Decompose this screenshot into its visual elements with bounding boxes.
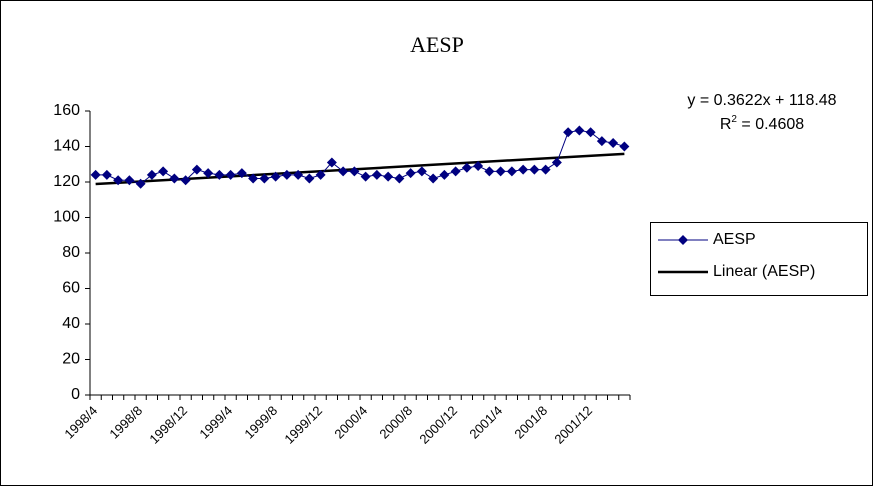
data-marker	[394, 173, 405, 184]
y-tick-label: 80	[62, 244, 80, 261]
legend-box	[650, 222, 868, 296]
data-marker	[214, 169, 225, 180]
data-marker	[146, 169, 157, 180]
y-tick-label: 100	[53, 209, 80, 226]
data-marker	[529, 164, 540, 175]
legend-label: Linear (AESP)	[713, 263, 815, 280]
data-marker	[360, 171, 371, 182]
data-marker	[518, 164, 529, 175]
data-marker	[281, 169, 292, 180]
data-marker	[405, 168, 416, 179]
data-marker	[236, 168, 247, 179]
data-marker	[495, 166, 506, 177]
data-marker	[225, 169, 236, 180]
data-marker	[383, 171, 394, 182]
data-marker	[203, 168, 214, 179]
data-marker	[135, 178, 146, 189]
r2-rest: = 0.4608	[737, 116, 804, 133]
data-marker	[428, 173, 439, 184]
data-marker	[293, 169, 304, 180]
data-marker	[101, 169, 112, 180]
data-marker	[259, 173, 270, 184]
data-marker	[563, 127, 574, 138]
data-marker	[461, 162, 472, 173]
data-marker	[484, 166, 495, 177]
y-tick-label: 20	[62, 351, 80, 368]
data-marker	[596, 136, 607, 147]
data-marker	[473, 161, 484, 172]
data-marker	[506, 166, 517, 177]
data-marker	[416, 166, 427, 177]
data-marker	[315, 169, 326, 180]
y-tick-label: 40	[62, 315, 80, 332]
data-marker	[191, 164, 202, 175]
r2-base: R	[720, 116, 732, 133]
data-marker	[180, 175, 191, 186]
r2-sup: 2	[731, 114, 737, 125]
data-marker	[248, 173, 259, 184]
legend-marker	[678, 235, 688, 245]
y-tick-label: 60	[62, 280, 80, 297]
legend-label: AESP	[713, 231, 756, 248]
data-marker	[439, 169, 450, 180]
data-marker	[90, 169, 101, 180]
trend-equation: y = 0.3622x + 118.48	[687, 92, 836, 109]
data-marker	[158, 166, 169, 177]
data-marker	[551, 157, 562, 168]
data-marker	[124, 175, 135, 186]
data-marker	[270, 171, 281, 182]
data-marker	[540, 164, 551, 175]
data-marker	[608, 137, 619, 148]
y-tick-label: 140	[53, 138, 80, 155]
y-tick-label: 0	[71, 386, 80, 403]
data-marker	[304, 173, 315, 184]
data-marker	[169, 173, 180, 184]
y-tick-label: 160	[53, 102, 80, 119]
data-marker	[113, 175, 124, 186]
y-tick-label: 120	[53, 173, 80, 190]
data-marker	[349, 166, 360, 177]
data-marker	[338, 166, 349, 177]
trend-r2: R2 = 0.4608	[720, 114, 804, 134]
data-marker	[574, 125, 585, 136]
data-marker	[585, 127, 596, 138]
data-marker	[619, 141, 630, 152]
data-marker	[450, 166, 461, 177]
data-marker	[326, 157, 337, 168]
chart-title: AESP	[410, 32, 464, 57]
data-marker	[371, 169, 382, 180]
